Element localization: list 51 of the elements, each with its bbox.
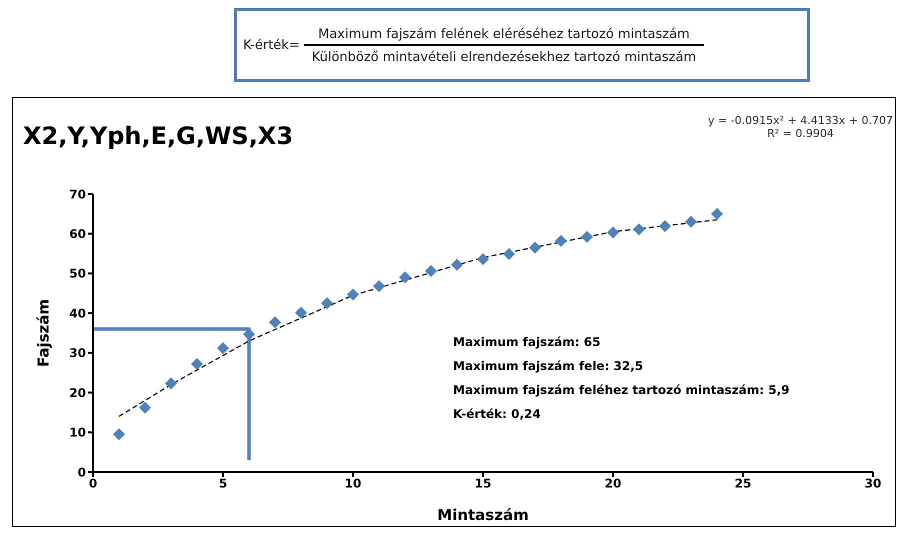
point: [503, 248, 515, 260]
x-tick-label: 15: [474, 476, 492, 491]
x-tick-label: 30: [864, 476, 882, 491]
point: [685, 216, 697, 228]
annotation: Maximum fajszám fele: 32,5: [453, 358, 644, 375]
annotation: K-érték: 0,24: [453, 406, 542, 423]
point: [555, 234, 567, 247]
point: [113, 428, 125, 440]
text: Maximum fajszám felének eléréséhez tartozó mintaszám: [317, 26, 691, 44]
point: [191, 358, 203, 370]
point: [711, 208, 723, 220]
annotation: Maximum fajszám feléhez tartozó mintaszám: 5,9: [453, 382, 790, 399]
text: K-érték=: [242, 38, 301, 52]
point: [269, 316, 281, 328]
point: [659, 220, 671, 232]
x-tick-label: 10: [344, 476, 362, 491]
point: [139, 402, 151, 414]
x-tick-label: 20: [604, 476, 622, 491]
annotation: Maximum fajszám: 65: [453, 334, 602, 351]
x-tick-label: 0: [88, 476, 98, 491]
x-tick-label: 25: [734, 476, 752, 491]
point: [633, 223, 645, 236]
y-tick-label: 20: [69, 386, 86, 400]
point: [373, 280, 385, 292]
point: [295, 306, 307, 319]
point: [425, 265, 437, 278]
y-tick-label: 50: [69, 266, 86, 281]
x-axis-title: Mintaszám: [437, 506, 529, 524]
point: [399, 271, 411, 284]
point: [581, 230, 593, 243]
x-tick-label: 5: [218, 476, 228, 491]
point: [165, 377, 177, 390]
point: [243, 328, 255, 340]
text: R² = 0.9904: [766, 127, 835, 140]
point: [529, 242, 541, 254]
chart-title: X2,Y,Yph,E,G,WS,X3: [23, 122, 294, 150]
y-tick-label: 60: [69, 226, 86, 241]
point: [607, 226, 619, 239]
point: [217, 342, 229, 354]
y-tick-label: 70: [69, 187, 86, 202]
y-tick-label: 40: [69, 306, 86, 320]
point: [451, 258, 463, 271]
y-tick-label: 30: [69, 346, 86, 360]
y-tick-label: 0: [78, 465, 86, 480]
point: [321, 297, 333, 310]
y-axis-title: Fajszám: [34, 298, 52, 368]
text: Különböző mintavételi elrendezésekhez tartozó mintaszám: [304, 44, 704, 65]
point: [347, 288, 359, 300]
point: [477, 253, 489, 266]
y-tick-label: 10: [69, 426, 86, 440]
text: y = -0.0915x² + 4.4133x + 0.707: [708, 114, 893, 127]
